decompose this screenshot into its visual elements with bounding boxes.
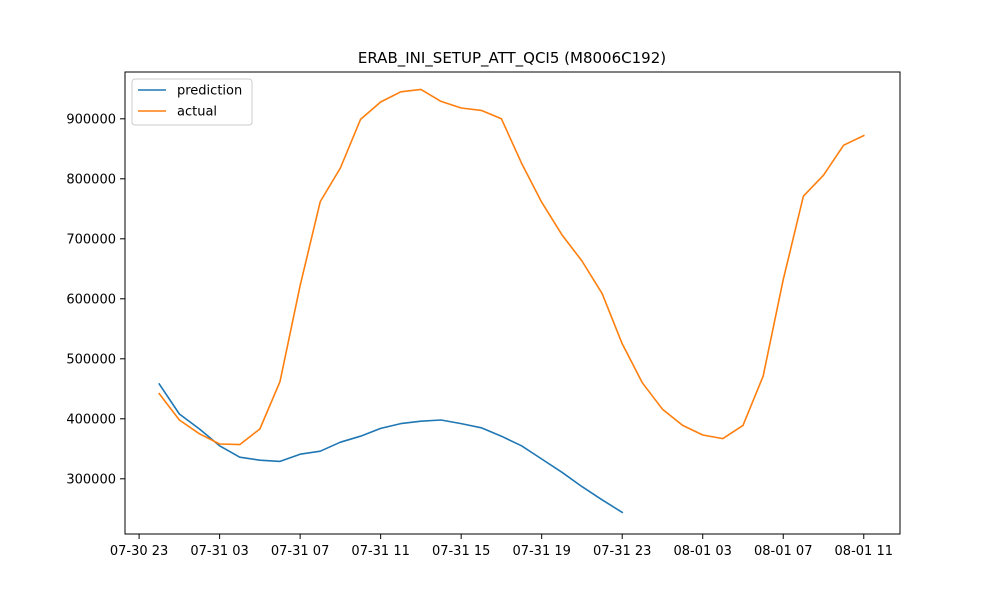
x-tick-label: 07-31 19: [512, 544, 570, 559]
x-tick-label: 07-31 03: [190, 544, 248, 559]
y-tick-label: 400000: [66, 412, 116, 427]
x-tick-label: 07-31 07: [271, 544, 329, 559]
y-tick-label: 300000: [66, 472, 116, 487]
x-tick-label: 07-31 23: [593, 544, 651, 559]
series-line-prediction: [158, 382, 624, 514]
x-tick-label: 08-01 03: [674, 544, 732, 559]
plot-area: 07-30 23 07-31 03 07-31 07 07-31 11 07-31 15…: [66, 71, 901, 559]
x-tick-label: 08-01 07: [754, 544, 812, 559]
x-tick-label: 07-30 23: [110, 544, 168, 559]
y-tick-label: 500000: [66, 352, 116, 367]
y-tick-label: 800000: [66, 172, 116, 187]
legend-label-prediction: prediction: [177, 84, 242, 99]
series-line-actual: [158, 88, 865, 446]
x-tick-label: 07-31 15: [432, 544, 490, 559]
legend-label-actual: actual: [177, 105, 217, 120]
y-tick-label: 600000: [66, 292, 116, 307]
y-tick-label: 900000: [66, 112, 116, 127]
x-tick-label: 08-01 11: [835, 544, 893, 559]
axes-frame: [124, 71, 901, 535]
x-tick-label: 07-31 11: [351, 544, 409, 559]
y-tick-label: 700000: [66, 232, 116, 247]
chart-title: ERAB_INI_SETUP_ATT_QCI5 (M8006C192): [358, 49, 666, 68]
